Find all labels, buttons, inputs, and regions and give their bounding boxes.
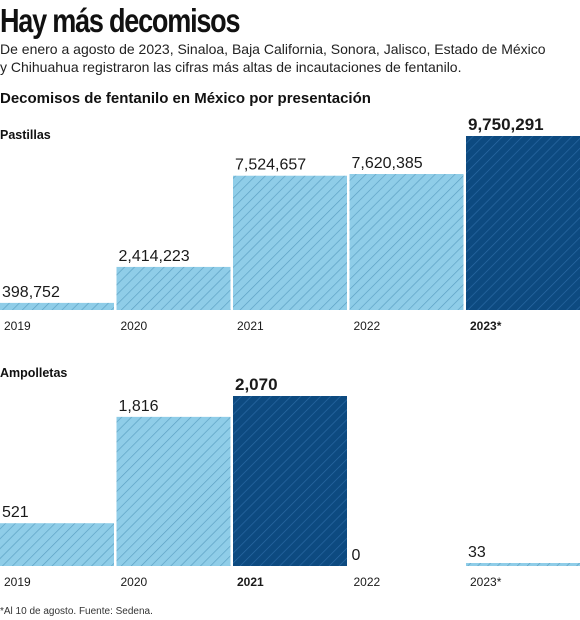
category-label-2021: 2021	[237, 575, 264, 589]
category-label-2022: 2022	[354, 575, 381, 589]
bar-2022	[349, 174, 464, 310]
bar-2019	[0, 302, 114, 310]
value-label-2022: 7,620,385	[352, 155, 423, 172]
bar-2021	[233, 396, 347, 566]
category-label-2019: 2019	[4, 319, 31, 333]
bar-2021	[233, 175, 347, 310]
bar-2023	[466, 136, 580, 310]
bar-2019	[0, 523, 114, 566]
category-label-2023: 2023*	[470, 575, 502, 589]
ampolletas-chart-label: Ampolletas	[0, 366, 68, 380]
category-label-2020: 2020	[121, 319, 148, 333]
category-label-2021: 2021	[237, 319, 264, 333]
pastillas-bar-chart: 398,752 2019 2,414,223 2020 7,524,657 2021 7,6…	[0, 115, 580, 333]
value-label-2023: 9,750,291	[468, 115, 544, 134]
value-label-2019: 521	[2, 504, 29, 521]
chart-subtitle: De enero a agosto de 2023, Sinaloa, Baja…	[0, 40, 580, 76]
pastillas-chart-label: Pastillas	[0, 128, 51, 142]
value-label-2021: 7,524,657	[235, 157, 306, 174]
value-label-2020: 1,816	[119, 398, 159, 415]
category-label-2019: 2019	[4, 575, 31, 589]
value-label-2020: 2,414,223	[119, 248, 190, 265]
value-label-2022: 0	[352, 547, 361, 564]
value-label-2023: 33	[468, 544, 486, 561]
value-label-2019: 398,752	[2, 284, 60, 301]
bar-2020	[116, 266, 231, 310]
category-label-2023: 2023*	[470, 319, 502, 333]
subtitle-line-1: De enero a agosto de 2023, Sinaloa, Baja…	[0, 41, 546, 57]
footnote: *Al 10 de agosto. Fuente: Sedena.	[0, 606, 153, 617]
ampolletas-bar-chart: 521 2019 1,816 2020 2,070 2021 0 2022 33 2023*	[0, 375, 580, 589]
section-title: Decomisos de fentanilo en México por pre…	[0, 90, 371, 107]
category-label-2022: 2022	[354, 319, 381, 333]
bar-2020	[116, 416, 231, 566]
category-label-2020: 2020	[121, 575, 148, 589]
bar-2023	[466, 563, 580, 566]
subtitle-line-2: y Chihuahua registraron las cifras más a…	[0, 59, 462, 75]
chart-title: Hay más decomisos	[0, 2, 241, 39]
value-label-2021: 2,070	[235, 375, 278, 394]
